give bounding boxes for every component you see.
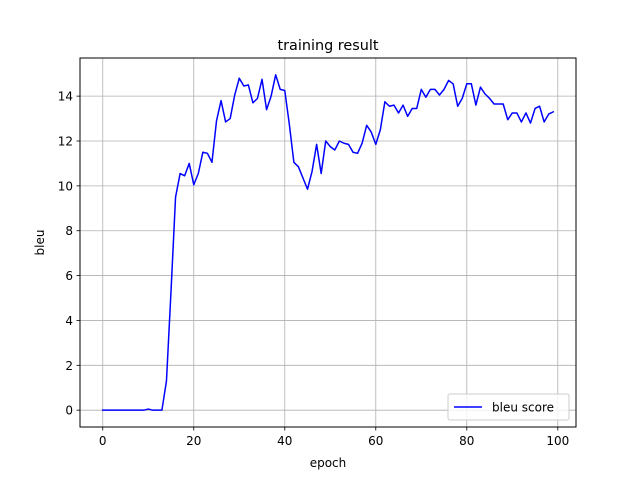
x-tick-label: 60 (368, 434, 383, 448)
series-layer (102, 74, 555, 411)
y-tick-label: 0 (65, 404, 73, 418)
y-tick-label: 10 (58, 179, 73, 193)
legend-box (447, 393, 570, 421)
x-tick-label: 0 (99, 434, 107, 448)
x-axis-label: epoch (310, 456, 347, 470)
y-tick-label: 8 (65, 224, 73, 238)
legend-label: bleu score (492, 401, 554, 415)
y-tick-label: 12 (58, 134, 73, 148)
axis-ticks: 0 20 40 60 80 100 0 2 4 6 8 10 12 14 (58, 90, 570, 448)
x-tick-label: 100 (546, 434, 569, 448)
chart-title: training result (277, 38, 378, 54)
grid (80, 58, 576, 427)
x-tick-label: 20 (186, 434, 201, 448)
y-tick-label: 4 (65, 314, 73, 328)
y-tick-label: 2 (65, 359, 73, 373)
plot-area (80, 58, 576, 427)
series-line (102, 74, 555, 411)
y-tick-label: 6 (65, 269, 73, 283)
x-tick-label: 40 (277, 434, 292, 448)
y-tick-label: 14 (58, 90, 73, 104)
x-tick-label: 80 (459, 434, 474, 448)
plot-frame (79, 57, 577, 428)
y-axis-label: bleu (33, 230, 47, 256)
legend: bleu score (447, 393, 570, 421)
